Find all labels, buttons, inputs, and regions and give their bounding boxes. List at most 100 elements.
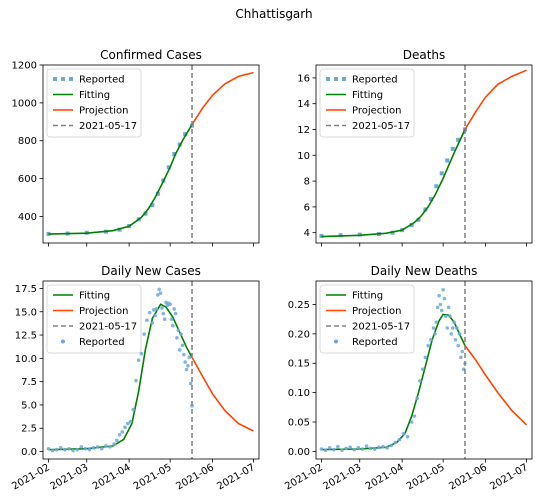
series-reported-point bbox=[389, 443, 393, 448]
series-reported-point bbox=[120, 430, 125, 434]
y-tick-label: 400 bbox=[18, 212, 37, 223]
x-tick-label: 2021-06 bbox=[447, 462, 489, 492]
y-tick-label: 10.0 bbox=[15, 354, 37, 365]
series-reported-point bbox=[437, 293, 441, 298]
legend-label-2021-05-17: 2021-05-17 bbox=[79, 322, 137, 333]
y-tick-label: 800 bbox=[18, 136, 37, 147]
legend-label-fitting: Fitting bbox=[352, 90, 383, 101]
legend-label-2021-05-17: 2021-05-17 bbox=[79, 121, 137, 132]
series-reported-point bbox=[442, 296, 447, 301]
legend-label-projection: Projection bbox=[79, 306, 128, 317]
legend-label-projection: Projection bbox=[352, 106, 401, 117]
series-reported-point bbox=[450, 326, 455, 330]
series-reported-point bbox=[460, 349, 465, 354]
series-fitting-line bbox=[321, 129, 466, 238]
series-reported-point bbox=[46, 446, 51, 451]
series-reported-point bbox=[95, 445, 100, 449]
series-reported-point bbox=[58, 446, 63, 450]
series-reported-point bbox=[117, 432, 122, 437]
legend-label-projection: Projection bbox=[79, 106, 128, 117]
legend-box bbox=[46, 68, 142, 138]
series-reported-point bbox=[104, 444, 108, 448]
plot-area bbox=[319, 288, 528, 452]
series-reported-point bbox=[117, 227, 122, 232]
series-reported-point bbox=[157, 287, 162, 292]
y-tick-label: 14 bbox=[297, 99, 310, 110]
series-reported-point bbox=[435, 305, 440, 310]
series-reported-point bbox=[360, 447, 365, 451]
series-reported-point bbox=[186, 364, 190, 368]
series-reported-point bbox=[143, 211, 148, 216]
series-reported-point bbox=[340, 448, 344, 452]
plot-area bbox=[46, 287, 254, 453]
y-tick-label: 0.20 bbox=[288, 329, 310, 340]
series-reported-point bbox=[50, 448, 55, 453]
legend-label-2021-05-17: 2021-05-17 bbox=[352, 322, 410, 333]
series-reported-point bbox=[428, 197, 433, 202]
axes-frame bbox=[42, 64, 260, 244]
series-reported-point bbox=[176, 328, 181, 333]
series-reported-point bbox=[175, 336, 179, 340]
series-reported-point bbox=[153, 313, 157, 318]
series-reported-point bbox=[150, 321, 155, 325]
y-tick-label: 1200 bbox=[12, 61, 37, 72]
panel-title: Daily New Deaths bbox=[371, 264, 478, 278]
series-reported-point bbox=[145, 318, 149, 322]
legend-label-fitting: Fitting bbox=[79, 291, 110, 302]
series-reported-point bbox=[439, 171, 444, 176]
series-reported-point bbox=[445, 158, 450, 163]
series-reported-point bbox=[139, 351, 144, 356]
series-reported-point bbox=[449, 332, 454, 336]
figure-title: Chhattisgarh bbox=[235, 7, 312, 21]
series-reported-point bbox=[54, 447, 59, 452]
series-reported-point bbox=[46, 231, 51, 236]
y-tick-label: 0.10 bbox=[288, 388, 310, 399]
series-reported-point bbox=[131, 407, 136, 412]
x-tick-label: 2021-05 bbox=[132, 462, 174, 492]
legend-swatch-reported bbox=[61, 339, 65, 344]
series-reported-point bbox=[108, 445, 112, 449]
series-reported-point bbox=[433, 332, 437, 336]
series-reported-point bbox=[420, 367, 425, 371]
y-tick-label: 12.5 bbox=[15, 331, 37, 342]
legend-box bbox=[319, 68, 415, 138]
legend-label-reported: Reported bbox=[352, 75, 398, 86]
panel-title: Daily New Cases bbox=[101, 264, 201, 278]
series-reported-point bbox=[434, 184, 439, 189]
series-projection-line bbox=[191, 357, 254, 432]
y-tick-label: 0.25 bbox=[288, 300, 310, 311]
series-reported-point bbox=[377, 445, 381, 450]
series-projection-line bbox=[464, 345, 528, 426]
y-tick-label: 0.05 bbox=[288, 417, 310, 428]
series-reported-point bbox=[336, 444, 340, 449]
y-tick-label: 5.0 bbox=[21, 400, 37, 411]
series-reported-point bbox=[319, 233, 324, 238]
series-reported-point bbox=[184, 367, 189, 372]
panel-title: Deaths bbox=[403, 48, 446, 62]
legend-swatch-reported bbox=[334, 339, 338, 344]
series-reported-point bbox=[99, 446, 104, 451]
series-reported-point bbox=[327, 446, 332, 450]
series-reported-point bbox=[455, 326, 459, 330]
series-reported-point bbox=[169, 317, 174, 322]
series-fitting-line bbox=[321, 313, 466, 451]
series-reported-point bbox=[416, 217, 421, 222]
series-reported-point bbox=[164, 300, 168, 305]
series-reported-point bbox=[401, 431, 406, 436]
series-reported-point bbox=[381, 444, 385, 449]
y-tick-label: 600 bbox=[18, 174, 37, 185]
series-reported-point bbox=[385, 446, 389, 450]
y-tick-label: 15.0 bbox=[15, 307, 37, 318]
series-reported-point bbox=[415, 396, 419, 401]
series-reported-point bbox=[441, 288, 445, 292]
series-reported-point bbox=[431, 326, 436, 330]
series-reported-point bbox=[423, 355, 428, 360]
series-reported-point bbox=[125, 421, 130, 426]
chart-daily-new-cases: Daily New Cases 0.0 2.5 5.0 7.5 10.0 12.5 15.0 1… bbox=[10, 264, 260, 492]
x-tick-label: 2021-07 bbox=[215, 462, 257, 492]
series-reported-point bbox=[352, 447, 357, 452]
series-reported-point bbox=[397, 437, 402, 442]
series-reported-point bbox=[136, 358, 141, 363]
series-reported-point bbox=[71, 448, 75, 453]
